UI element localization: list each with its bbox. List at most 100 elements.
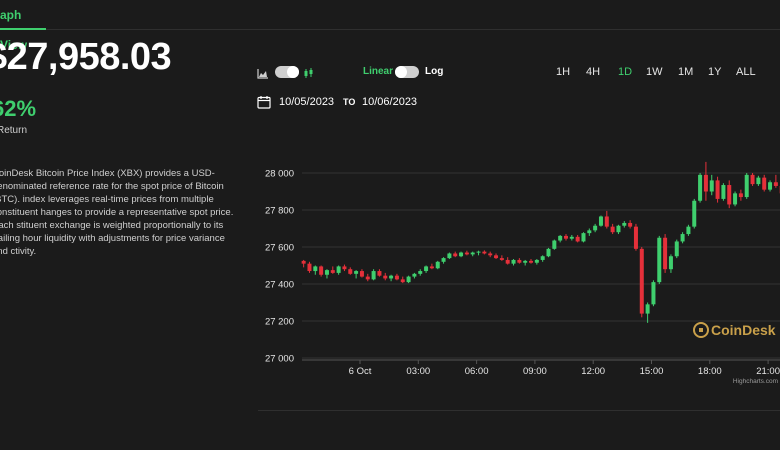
candle — [651, 280, 656, 307]
candle-body — [313, 266, 318, 272]
range-1h-button[interactable]: 1H — [556, 66, 571, 78]
scale-toggle[interactable] — [395, 66, 419, 78]
candle-body — [651, 282, 656, 305]
x-tick-label: 09:00 — [523, 366, 547, 377]
candle — [756, 175, 761, 186]
candle — [768, 180, 773, 192]
candle-body — [546, 248, 551, 257]
candle — [447, 252, 452, 260]
candle-body — [534, 259, 539, 263]
candle — [324, 269, 329, 279]
candle-body — [587, 230, 592, 234]
candle — [505, 257, 510, 265]
range-4h-button[interactable]: 4H — [586, 66, 601, 78]
watermark-text: CoinDesk — [711, 322, 776, 338]
range-all-button[interactable]: ALL — [736, 66, 756, 78]
candle-body — [563, 235, 568, 239]
candle — [307, 261, 312, 273]
candle-body — [488, 253, 493, 256]
candle-body — [354, 271, 359, 274]
candle-body — [709, 180, 714, 192]
candle-body — [482, 251, 487, 254]
candle-body — [418, 271, 423, 274]
candle-body — [750, 174, 755, 185]
candle — [698, 173, 703, 203]
candle — [412, 272, 417, 279]
candle-body — [319, 266, 324, 275]
candle — [692, 198, 697, 229]
candle — [453, 251, 458, 258]
date-to[interactable]: 10/06/2023 — [362, 96, 418, 108]
candle — [616, 224, 621, 235]
candle — [540, 255, 545, 262]
area-chart-icon[interactable] — [257, 66, 269, 84]
index-description: CoinDesk Bitcoin Price Index (XBX) provi… — [0, 168, 234, 257]
candle-body — [429, 266, 434, 269]
candle — [587, 228, 592, 236]
candle — [674, 239, 679, 259]
candle — [715, 176, 720, 203]
return-label: l Return — [0, 125, 28, 136]
candle — [301, 259, 306, 268]
bottom-divider — [258, 410, 780, 411]
candle-body — [610, 226, 615, 233]
candle-body — [464, 252, 469, 255]
candle-body — [558, 235, 563, 241]
candle — [534, 259, 539, 265]
calendar-icon[interactable] — [257, 95, 271, 114]
candle — [610, 223, 615, 235]
candle-body — [494, 255, 499, 259]
candle-body — [517, 259, 522, 263]
candle-body — [692, 200, 697, 227]
scale-linear-label[interactable]: Linear — [363, 66, 394, 77]
candle-body — [523, 260, 528, 263]
candle-body — [470, 252, 475, 255]
tab-graph-view[interactable]: aph View — [0, 0, 46, 52]
candle — [336, 265, 341, 275]
candle-body — [389, 275, 394, 279]
candle — [400, 276, 405, 284]
range-1m-button[interactable]: 1M — [678, 66, 694, 78]
chart-type-toggle[interactable] — [275, 66, 299, 78]
candle-body — [412, 273, 417, 277]
candle-body — [394, 275, 399, 280]
y-tick-label: 27 800 — [265, 206, 294, 217]
candle — [517, 258, 522, 264]
candle — [319, 265, 324, 277]
x-tick-label: 18:00 — [698, 366, 722, 377]
candle-body — [628, 222, 633, 227]
date-from[interactable]: 10/05/2023 — [279, 96, 335, 108]
candle — [593, 223, 598, 233]
candlestick-icon[interactable] — [303, 66, 315, 84]
range-1y-button[interactable]: 1Y — [708, 66, 722, 78]
candle-body — [459, 252, 464, 257]
highcharts-credit[interactable]: Highcharts.com — [733, 378, 778, 385]
candle — [569, 234, 574, 241]
candle-body — [773, 182, 778, 186]
candle-body — [768, 182, 773, 190]
candle — [371, 269, 376, 281]
candle — [733, 191, 738, 207]
chart-toolbar: Linear Log 1H 4H 1D 1W 1M 1Y ALL — [255, 60, 780, 84]
candle — [738, 189, 743, 201]
x-tick-label: 06:00 — [465, 366, 489, 377]
candle-body — [663, 237, 668, 270]
y-tick-label: 27 600 — [265, 243, 294, 254]
candle-body — [715, 180, 720, 199]
range-1w-button[interactable]: 1W — [646, 66, 663, 78]
candle — [529, 259, 534, 264]
candle — [354, 270, 359, 279]
date-to-label: TO — [343, 97, 356, 107]
candle — [523, 259, 528, 266]
candle — [680, 232, 685, 244]
candle — [459, 251, 464, 258]
candle-body — [633, 226, 638, 249]
range-1d-button[interactable]: 1D — [618, 66, 633, 78]
x-tick-label: 21:00 — [756, 366, 780, 377]
candle-body — [348, 269, 353, 274]
candle-body — [424, 266, 429, 272]
candle — [563, 234, 568, 241]
candle-body — [604, 216, 609, 227]
scale-log-label[interactable]: Log — [425, 66, 444, 77]
